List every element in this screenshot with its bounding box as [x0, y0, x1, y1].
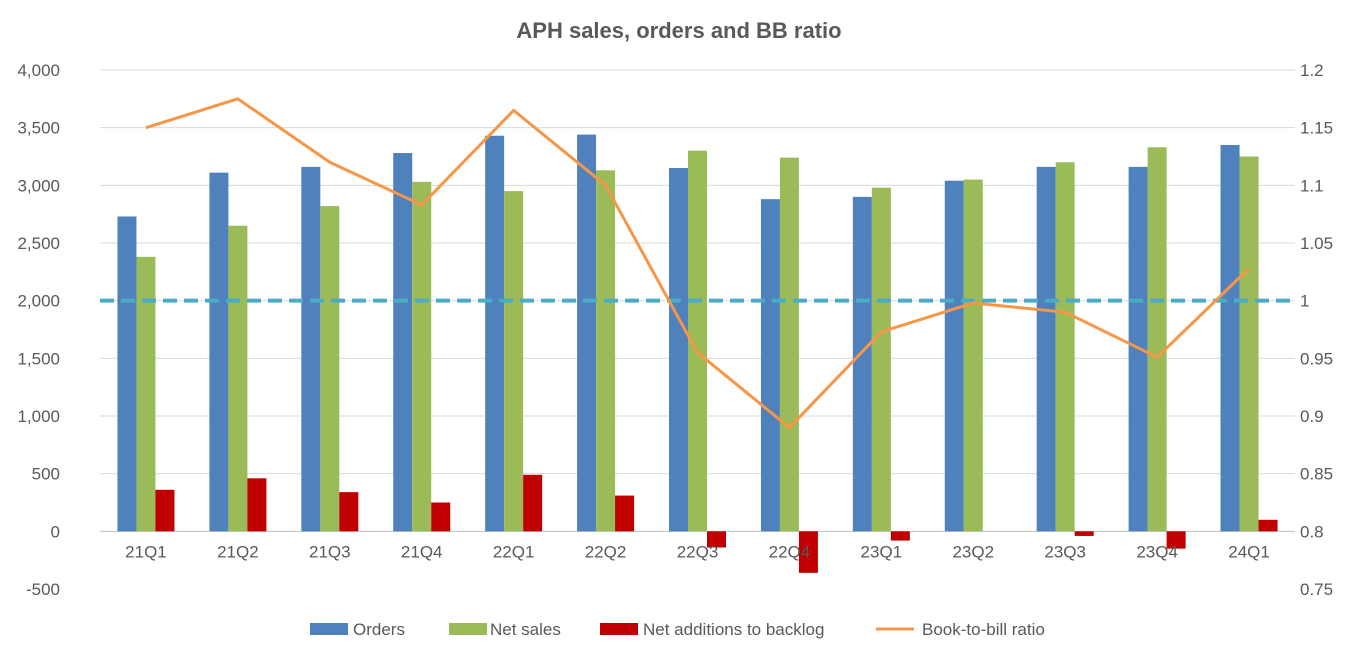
bar-net-additions-to-backlog: [1258, 519, 1278, 532]
right-tick-label: 0.85: [1300, 465, 1333, 484]
left-tick-label: 2,000: [17, 292, 60, 311]
right-tick-label: 1: [1300, 292, 1309, 311]
bar-net-sales: [228, 225, 248, 532]
x-tick-label: 22Q2: [585, 542, 627, 561]
x-tick-label: 23Q4: [1136, 542, 1178, 561]
legend-label: Net sales: [490, 620, 561, 639]
left-tick-label: 500: [32, 465, 60, 484]
bar-orders: [577, 134, 597, 532]
left-tick-label: 3,500: [17, 119, 60, 138]
bar-orders: [944, 180, 964, 532]
left-tick-label: 4,000: [17, 61, 60, 80]
x-tick-label: 21Q1: [125, 542, 167, 561]
left-tick-label: 1,500: [17, 349, 60, 368]
bar-orders: [393, 153, 413, 532]
left-axis: 4,000 3,500 3,000 2,500 2,000 1,500 1,000 500 0 -…: [17, 61, 60, 599]
x-tick-label: 24Q1: [1228, 542, 1270, 561]
ratio-line-layer: [145, 97, 1251, 430]
x-tick-label: 22Q4: [769, 542, 811, 561]
bar-orders: [485, 135, 505, 532]
right-tick-label: 0.75: [1300, 580, 1333, 599]
bar-net-sales: [1239, 156, 1259, 532]
legend-swatch: [310, 623, 348, 635]
bar-net-additions-to-backlog: [890, 531, 910, 541]
bar-net-additions-to-backlog: [523, 474, 543, 532]
bar-net-additions-to-backlog: [339, 492, 359, 532]
right-tick-label: 1.15: [1300, 119, 1333, 138]
x-tick-label: 23Q2: [952, 542, 994, 561]
bar-net-additions-to-backlog: [1166, 531, 1186, 549]
x-tick-label: 22Q3: [677, 542, 719, 561]
x-axis: 21Q1 21Q2 21Q3 21Q4 22Q1 22Q2 22Q3 22Q4 23Q1 23Q2…: [125, 542, 1270, 561]
bar-net-sales: [504, 191, 524, 532]
x-tick-label: 21Q2: [217, 542, 259, 561]
left-tick-label: -500: [26, 580, 60, 599]
bar-net-sales: [412, 181, 432, 532]
bar-net-sales: [688, 150, 707, 532]
x-tick-label: 21Q3: [309, 542, 351, 561]
legend-swatch: [600, 623, 638, 635]
legend-swatch: [449, 623, 487, 635]
bar-net-sales: [871, 187, 891, 532]
bar-net-additions-to-backlog: [247, 478, 267, 532]
bar-net-additions-to-backlog: [615, 495, 635, 532]
right-tick-label: 0.8: [1300, 522, 1324, 541]
legend: Orders Net sales Net additions to backlog B…: [310, 620, 1045, 639]
legend-label: Orders: [353, 620, 405, 639]
bar-orders: [669, 168, 688, 532]
bar-net-additions-to-backlog: [431, 502, 451, 532]
bar-net-sales: [320, 206, 340, 532]
bar-net-additions-to-backlog: [155, 489, 175, 532]
bar-orders: [209, 172, 229, 532]
x-tick-label: 23Q3: [1044, 542, 1086, 561]
right-tick-label: 0.9: [1300, 407, 1324, 426]
bar-net-additions-to-backlog: [707, 531, 726, 548]
right-tick-label: 1.1: [1300, 176, 1324, 195]
left-tick-label: 1,000: [17, 407, 60, 426]
bar-net-sales: [963, 179, 983, 532]
right-tick-label: 1.05: [1300, 234, 1333, 253]
x-tick-label: 21Q4: [401, 542, 443, 561]
right-tick-label: 1.2: [1300, 61, 1324, 80]
right-tick-label: 0.95: [1300, 349, 1333, 368]
bar-orders: [760, 199, 780, 532]
legend-label: Book-to-bill ratio: [922, 620, 1045, 639]
x-tick-label: 22Q1: [493, 542, 535, 561]
bar-net-sales: [779, 157, 799, 532]
legend-label: Net additions to backlog: [643, 620, 824, 639]
left-tick-label: 2,500: [17, 234, 60, 253]
bar-net-sales: [1147, 147, 1167, 532]
bar-net-sales: [596, 170, 616, 532]
bar-net-additions-to-backlog: [798, 531, 818, 573]
bar-net-sales: [1055, 162, 1075, 532]
chart-title: APH sales, orders and BB ratio: [516, 18, 841, 43]
bar-orders: [1220, 144, 1240, 532]
right-axis: 1.2 1.15 1.1 1.05 1 0.95 0.9 0.85 0.8 0.75: [1300, 61, 1333, 599]
left-tick-label: 0: [51, 522, 60, 541]
bars: [117, 134, 1278, 573]
bar-net-additions-to-backlog: [1074, 531, 1094, 536]
bar-orders: [852, 196, 872, 532]
book-to-bill-line: [145, 97, 1251, 430]
bar-orders: [1036, 166, 1056, 532]
bar-orders: [301, 166, 321, 532]
left-tick-label: 3,000: [17, 176, 60, 195]
x-tick-label: 23Q1: [861, 542, 903, 561]
bar-net-sales: [136, 256, 156, 532]
bar-orders: [117, 216, 137, 532]
